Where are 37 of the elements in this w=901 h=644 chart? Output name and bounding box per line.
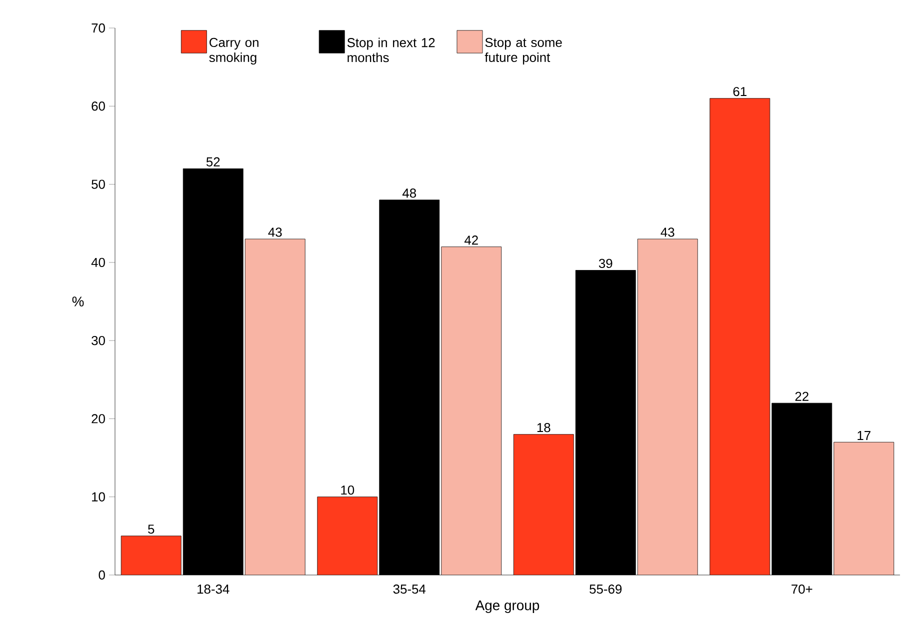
- x-tick-label: 18-34: [198, 584, 230, 594]
- legend-label: Carry on smoking: [209, 38, 258, 65]
- bar: [441, 246, 502, 575]
- data-label: 17: [858, 431, 870, 440]
- bar: [121, 536, 182, 575]
- bar: [245, 238, 306, 575]
- data-label: 18: [537, 422, 550, 432]
- y-tick-label: 40: [91, 258, 105, 268]
- y-tick-label: 10: [92, 492, 105, 502]
- x-tick-label: 35-54: [393, 584, 426, 594]
- bar: [638, 238, 698, 575]
- data-label: 48: [402, 188, 416, 198]
- bar: [514, 434, 574, 575]
- data-label: 43: [268, 228, 282, 237]
- data-label: 39: [598, 258, 612, 268]
- bar: [834, 442, 894, 575]
- y-tick-label: 20: [92, 414, 105, 424]
- data-label: 42: [464, 236, 478, 245]
- data-label: 43: [660, 228, 674, 237]
- y-tick-label: 70: [92, 23, 105, 33]
- legend-label: Stop at some future point: [484, 38, 562, 65]
- data-label: 52: [206, 157, 220, 166]
- y-tick-label: 50: [92, 180, 105, 189]
- x-tick-label: 55-69: [590, 584, 622, 594]
- y-tick-label: 30: [92, 336, 105, 346]
- data-label: 61: [733, 86, 746, 96]
- data-label: 10: [341, 485, 354, 495]
- data-label: 5: [148, 524, 154, 534]
- y-tick-label: 60: [92, 102, 105, 111]
- data-label: 22: [795, 392, 808, 401]
- y-axis-title: %: [72, 296, 84, 306]
- y-tick-label: 0: [98, 570, 105, 580]
- bar: [317, 496, 378, 575]
- bar: [710, 98, 770, 575]
- x-axis-title: Age group: [475, 600, 540, 614]
- x-tick-label: 70+: [792, 584, 812, 594]
- legend-label: Stop in next 12 months: [347, 38, 435, 62]
